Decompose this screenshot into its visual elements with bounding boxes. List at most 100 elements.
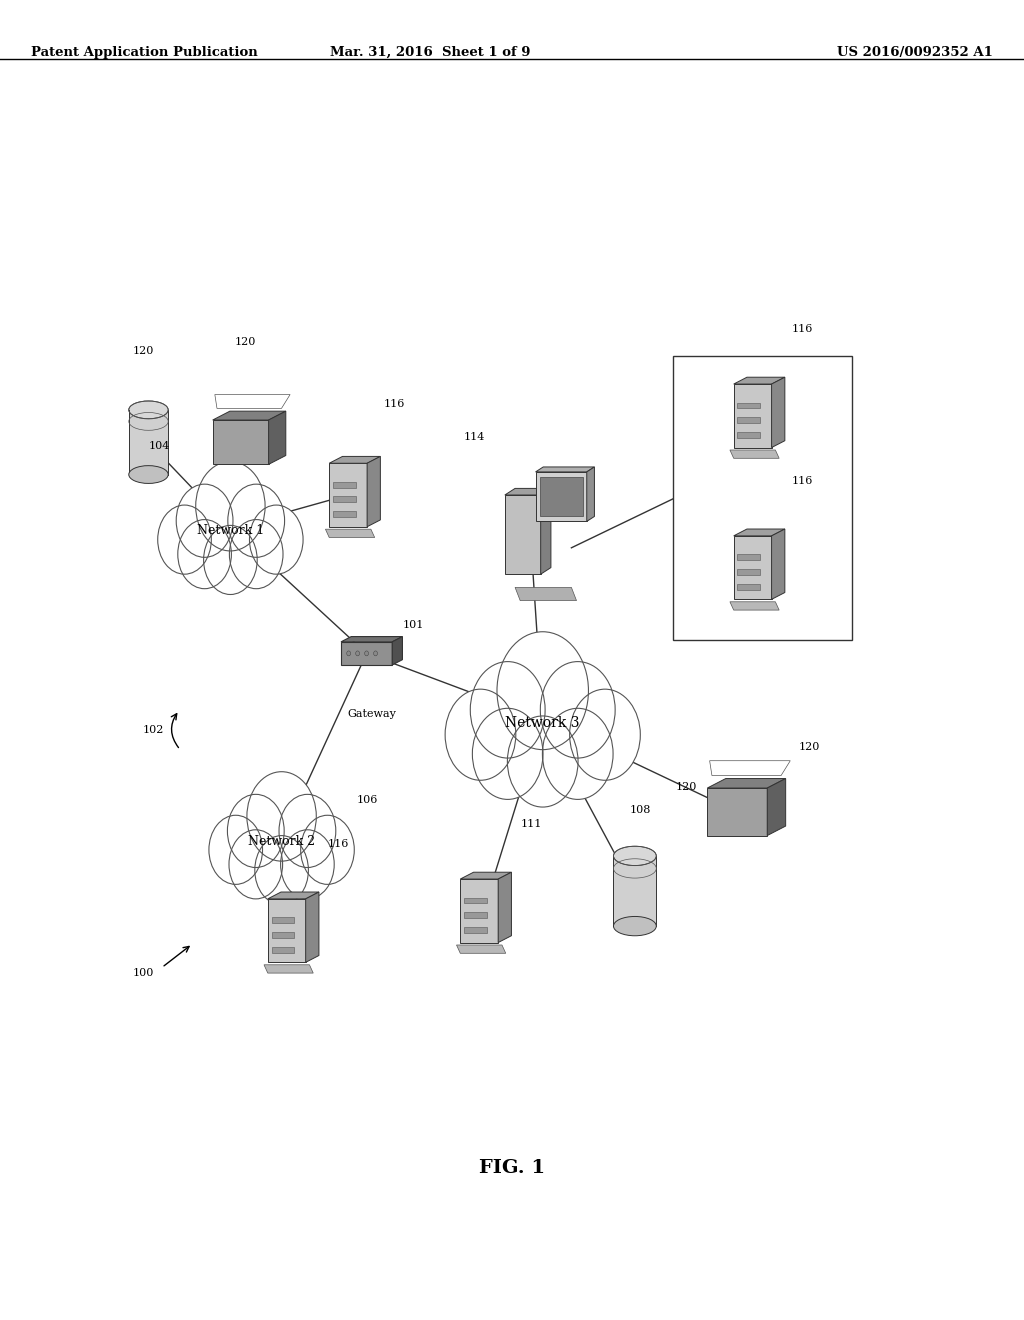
Text: Network 1: Network 1 <box>197 524 264 537</box>
Ellipse shape <box>569 689 640 780</box>
Polygon shape <box>733 529 784 536</box>
Ellipse shape <box>472 709 543 800</box>
Ellipse shape <box>176 484 233 557</box>
Text: 120: 120 <box>236 337 256 347</box>
Ellipse shape <box>374 651 378 656</box>
Polygon shape <box>730 602 779 610</box>
Ellipse shape <box>255 836 308 904</box>
Bar <box>737 417 760 424</box>
Polygon shape <box>268 892 318 899</box>
Ellipse shape <box>543 709 613 800</box>
Polygon shape <box>708 779 785 788</box>
Ellipse shape <box>507 715 579 807</box>
Text: 102: 102 <box>142 725 164 735</box>
Text: 100: 100 <box>132 968 154 978</box>
Ellipse shape <box>250 506 303 574</box>
Polygon shape <box>536 473 587 521</box>
Polygon shape <box>461 873 511 879</box>
Ellipse shape <box>279 795 336 867</box>
Bar <box>613 855 656 927</box>
Bar <box>737 583 760 590</box>
Polygon shape <box>733 378 784 384</box>
Polygon shape <box>541 488 551 574</box>
Ellipse shape <box>196 462 265 550</box>
Polygon shape <box>515 587 577 601</box>
Text: 116: 116 <box>792 323 813 334</box>
Text: 101: 101 <box>402 619 424 630</box>
Polygon shape <box>710 760 791 776</box>
Ellipse shape <box>497 632 589 750</box>
Ellipse shape <box>158 506 211 574</box>
Polygon shape <box>536 467 594 473</box>
Text: Patent Application Publication: Patent Application Publication <box>31 46 257 59</box>
Polygon shape <box>499 873 511 942</box>
Bar <box>271 946 294 953</box>
Bar <box>464 898 486 903</box>
Polygon shape <box>306 892 318 962</box>
Polygon shape <box>772 529 784 599</box>
Ellipse shape <box>613 916 656 936</box>
Bar <box>333 511 355 517</box>
Ellipse shape <box>365 651 369 656</box>
Polygon shape <box>505 488 551 495</box>
Text: Network 3: Network 3 <box>506 717 580 730</box>
Ellipse shape <box>227 795 285 867</box>
Ellipse shape <box>301 816 354 884</box>
Polygon shape <box>733 384 772 447</box>
Bar <box>129 409 168 474</box>
Ellipse shape <box>229 830 283 899</box>
Bar <box>737 569 760 576</box>
Text: 111: 111 <box>520 818 542 829</box>
Polygon shape <box>505 495 541 574</box>
Text: US 2016/0092352 A1: US 2016/0092352 A1 <box>838 46 993 59</box>
Polygon shape <box>772 378 784 447</box>
Bar <box>673 356 852 640</box>
Text: 106: 106 <box>356 795 378 805</box>
Polygon shape <box>392 636 402 665</box>
Ellipse shape <box>229 520 283 589</box>
Polygon shape <box>708 788 767 836</box>
Polygon shape <box>368 457 380 527</box>
Ellipse shape <box>281 830 334 899</box>
Ellipse shape <box>209 816 262 884</box>
Bar <box>464 927 486 933</box>
Bar <box>464 912 486 919</box>
Bar <box>271 917 294 923</box>
Text: 116: 116 <box>384 399 406 409</box>
Ellipse shape <box>470 661 545 758</box>
Polygon shape <box>767 779 785 836</box>
Bar <box>333 496 355 503</box>
Ellipse shape <box>613 846 656 866</box>
Polygon shape <box>457 945 506 953</box>
Ellipse shape <box>227 484 285 557</box>
Polygon shape <box>268 411 286 465</box>
Text: 116: 116 <box>792 475 813 486</box>
Ellipse shape <box>129 401 168 418</box>
Ellipse shape <box>247 772 316 861</box>
Bar <box>271 932 294 939</box>
Polygon shape <box>341 642 392 665</box>
Polygon shape <box>461 879 499 942</box>
Bar <box>737 432 760 438</box>
Polygon shape <box>587 467 594 521</box>
Text: Mar. 31, 2016  Sheet 1 of 9: Mar. 31, 2016 Sheet 1 of 9 <box>330 46 530 59</box>
Ellipse shape <box>347 651 350 656</box>
Polygon shape <box>213 411 286 420</box>
Ellipse shape <box>129 466 168 483</box>
Polygon shape <box>326 529 375 537</box>
Ellipse shape <box>355 651 359 656</box>
Ellipse shape <box>445 689 516 780</box>
Ellipse shape <box>541 661 615 758</box>
Polygon shape <box>264 965 313 973</box>
Text: 120: 120 <box>676 781 697 792</box>
Polygon shape <box>733 536 772 599</box>
Polygon shape <box>730 450 779 458</box>
Text: 104: 104 <box>148 441 170 451</box>
Text: 120: 120 <box>133 346 154 356</box>
Polygon shape <box>215 395 290 408</box>
Text: 116: 116 <box>328 838 349 849</box>
Ellipse shape <box>178 520 231 589</box>
Polygon shape <box>540 478 583 516</box>
Polygon shape <box>268 899 306 962</box>
Polygon shape <box>341 636 402 642</box>
